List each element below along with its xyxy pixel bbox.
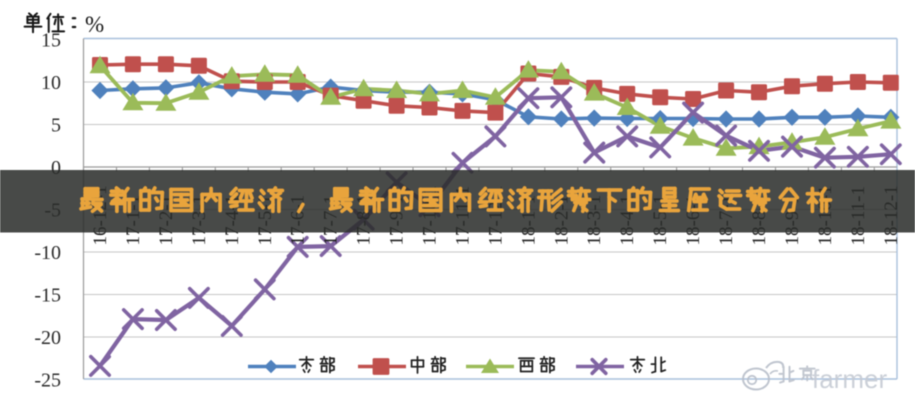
svg-text:%: %: [85, 12, 104, 37]
svg-text:-20: -20: [34, 327, 61, 349]
svg-text:0: 0: [51, 157, 61, 179]
svg-text:10: 10: [41, 72, 61, 94]
svg-text:5: 5: [51, 115, 61, 137]
svg-text:-25: -25: [34, 370, 61, 392]
svg-text:15: 15: [41, 30, 61, 52]
svg-text:-10: -10: [34, 242, 61, 264]
svg-text:-15: -15: [34, 285, 61, 307]
svg-text:farmer: farmer: [812, 364, 887, 394]
